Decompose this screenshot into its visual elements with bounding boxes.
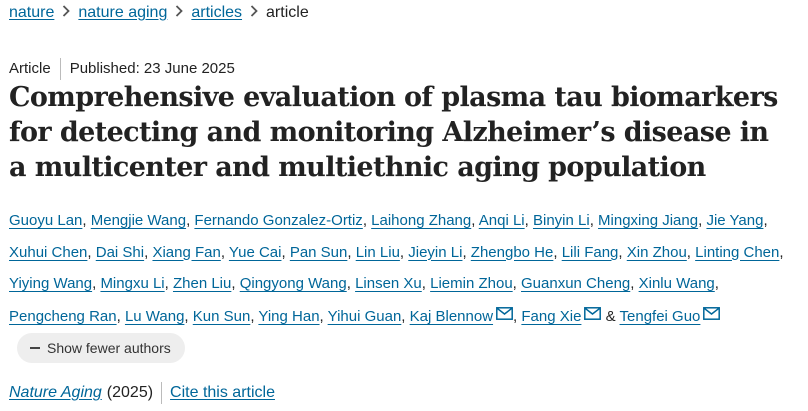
author-link[interactable]: Zhengbo He xyxy=(470,243,554,261)
author-link[interactable]: Mingxu Li xyxy=(100,275,165,293)
author-link[interactable]: Guoyu Lan xyxy=(9,212,83,229)
author-link[interactable]: Lili Fang xyxy=(561,243,619,261)
author-link[interactable]: Lu Wang xyxy=(124,307,185,325)
meta-divider xyxy=(59,58,61,80)
author-ampersand: & xyxy=(605,307,616,325)
author-link[interactable]: Liemin Zhou xyxy=(430,275,513,293)
author-link[interactable]: Binyin Li xyxy=(532,212,590,229)
citation-year: (2025) xyxy=(106,384,154,401)
author-list: Guoyu Lan, Mengjie Wang, Fernando Gonzal… xyxy=(9,205,789,364)
author-link[interactable]: Guanxun Cheng xyxy=(521,275,631,293)
author-link[interactable]: Linsen Xu xyxy=(355,275,422,293)
author-link[interactable]: Yue Cai xyxy=(228,243,282,261)
chevron-right-icon xyxy=(167,3,191,23)
show-fewer-authors-button[interactable]: Show fewer authors xyxy=(17,333,185,364)
author-link[interactable]: Xiang Fan xyxy=(152,243,221,261)
author-link[interactable]: Lin Liu xyxy=(355,243,400,261)
show-fewer-label: Show fewer authors xyxy=(47,340,171,357)
minus-icon xyxy=(30,347,40,350)
author-link[interactable]: Qingyong Wang xyxy=(239,275,347,293)
breadcrumb-link-articles[interactable]: articles xyxy=(191,4,243,21)
citation-line: Nature Aging (2025) Cite this article xyxy=(9,382,275,404)
author-link[interactable]: Xuhui Chen xyxy=(9,243,88,261)
author-link[interactable]: Jie Yang xyxy=(706,212,764,229)
author-link[interactable]: Fang Xie xyxy=(521,307,582,325)
article-title: Comprehensive evaluation of plasma tau b… xyxy=(9,82,778,183)
author-link[interactable]: Zhen Liu xyxy=(172,275,232,293)
breadcrumb-current: article xyxy=(266,4,309,21)
cite-this-article-link[interactable]: Cite this article xyxy=(170,384,275,401)
author-link[interactable]: Pan Sun xyxy=(289,243,348,261)
author-link[interactable]: Linting Chen xyxy=(695,243,780,261)
author-link[interactable]: Fernando Gonzalez-Ortiz xyxy=(194,212,363,229)
author-link[interactable]: Mengjie Wang xyxy=(90,212,187,229)
author-link[interactable]: Yihui Guan xyxy=(327,307,402,325)
breadcrumb-link-nature-aging[interactable]: nature aging xyxy=(78,4,168,21)
chevron-right-icon xyxy=(242,3,266,23)
breadcrumb: nature nature aging articles article xyxy=(9,3,309,23)
article-type: Article xyxy=(9,60,51,77)
author-link[interactable]: Xinlu Wang xyxy=(638,275,715,293)
article-meta: Article Published: 23 June 2025 xyxy=(9,58,235,80)
citation-divider xyxy=(161,382,163,404)
envelope-icon[interactable] xyxy=(496,300,513,332)
author-link[interactable]: Anqi Li xyxy=(478,212,525,229)
breadcrumb-link-nature[interactable]: nature xyxy=(9,4,55,21)
author-link[interactable]: Kun Sun xyxy=(192,307,251,325)
author-link[interactable]: Dai Shi xyxy=(95,243,145,261)
chevron-right-icon xyxy=(54,3,78,23)
envelope-icon[interactable] xyxy=(584,300,602,332)
author-link[interactable]: Jieyin Li xyxy=(408,243,463,261)
author-link[interactable]: Ying Han xyxy=(258,307,320,325)
author-link[interactable]: Mingxing Jiang xyxy=(598,212,699,229)
author-link[interactable]: Tengfei Guo xyxy=(619,307,701,325)
journal-link[interactable]: Nature Aging xyxy=(9,384,102,401)
author-link[interactable]: Yiying Wang xyxy=(9,275,93,293)
author-link[interactable]: Kaj Blennow xyxy=(409,307,494,325)
author-link[interactable]: Pengcheng Ran xyxy=(9,307,117,325)
published-date: Published: 23 June 2025 xyxy=(69,60,235,77)
author-link[interactable]: Xin Zhou xyxy=(626,243,687,261)
author-link[interactable]: Laihong Zhang xyxy=(371,212,472,229)
envelope-icon[interactable] xyxy=(703,300,721,332)
